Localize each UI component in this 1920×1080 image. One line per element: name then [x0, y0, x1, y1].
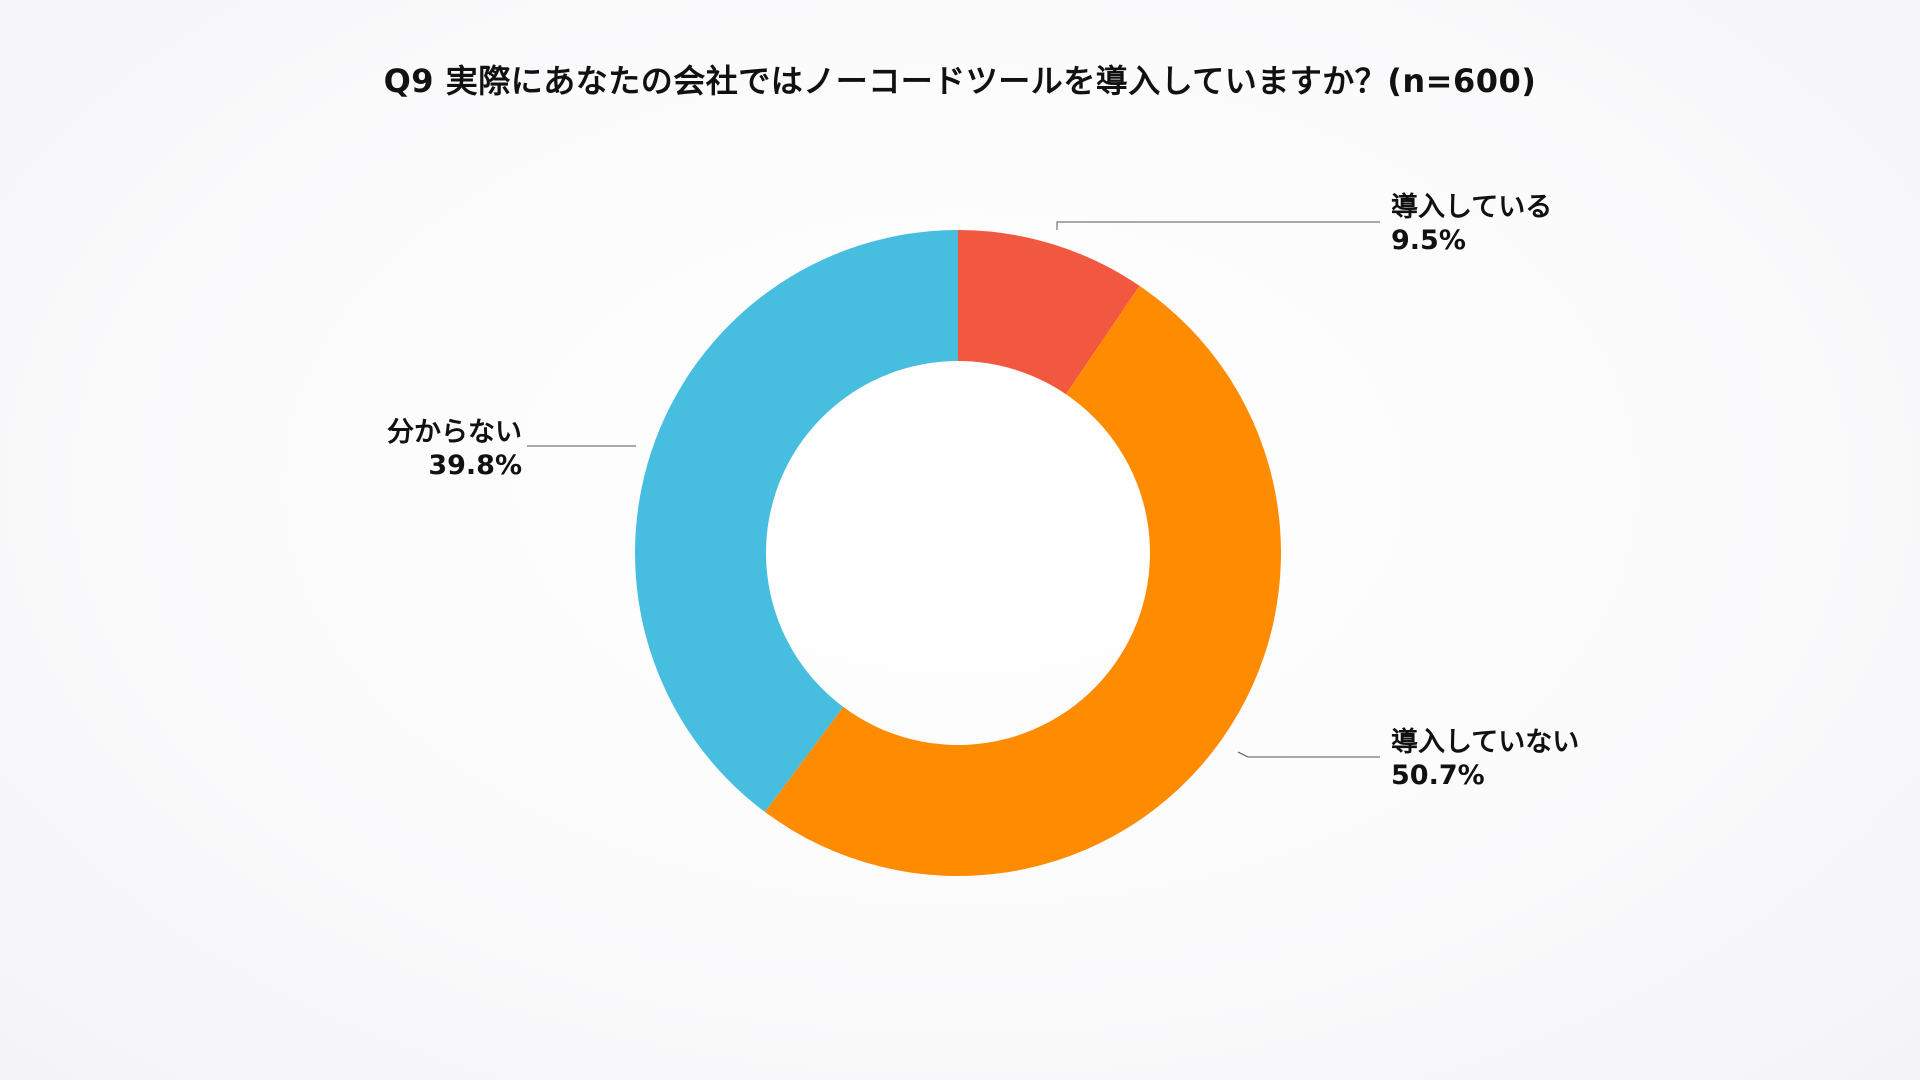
slice-value-3: 39.8%: [428, 450, 522, 481]
slice-label-1: 導入している: [1391, 191, 1552, 223]
slice-value-2: 50.7%: [1391, 760, 1485, 791]
donut-slice-3: [635, 230, 958, 812]
leader-line-1: [1056, 221, 1380, 230]
slice-value-1: 9.5%: [1391, 225, 1466, 256]
leader-line-2: [1237, 751, 1380, 758]
chart-title: Q9 実際にあなたの会社ではノーコードツールを導入していますか？(n=600): [383, 62, 1537, 100]
slice-label-3: 分からない: [387, 417, 522, 448]
slice-label-2: 導入していない: [1391, 726, 1579, 758]
donut-slice-2: [764, 285, 1282, 877]
donut-slice-1: [958, 230, 1140, 395]
